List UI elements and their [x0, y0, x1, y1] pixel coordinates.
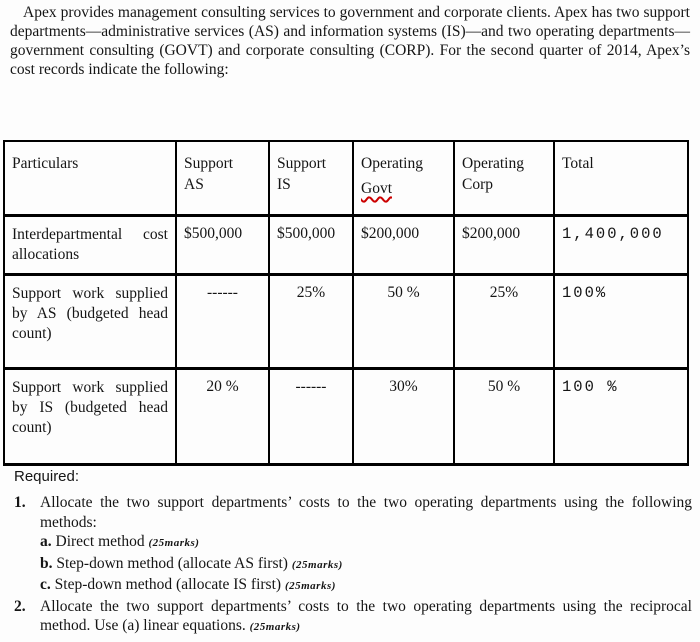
item-body: Allocate the two support departments’ co…	[40, 597, 692, 638]
subitem-marks: (25marks)	[291, 558, 343, 571]
table-cell: 1,400,000	[553, 213, 689, 275]
table-cell: ------	[268, 366, 354, 466]
subitem-letter: c.	[40, 576, 51, 593]
item-number: 2.	[14, 597, 26, 615]
table-cell: 50 %	[352, 272, 455, 369]
column-header-label: AS	[184, 176, 204, 193]
column-header-total: Total	[553, 140, 689, 216]
spellcheck-underlined-word: Govt	[361, 180, 392, 197]
subitem-marks: (25marks)	[284, 580, 336, 592]
required-subitem-c: c. Step-down method (allocate IS first) …	[40, 575, 692, 597]
subitem-letter: b.	[40, 554, 53, 572]
column-header-label: Operating	[361, 155, 423, 172]
column-header-label: Corp	[462, 176, 493, 193]
column-header-label: IS	[277, 176, 291, 193]
subitem-letter: a.	[40, 533, 52, 550]
table-row: Support work supplied by IS (budgeted he…	[3, 366, 689, 466]
table-cell: 25%	[268, 272, 354, 369]
subitem-marks: (25marks)	[148, 537, 200, 549]
column-header-label: Total	[562, 155, 594, 172]
item-marks: (25marks)	[249, 621, 301, 633]
table-row: Interdepartmental cost allocations $500,…	[3, 213, 689, 275]
required-subitem-a: a. Direct method (25marks)	[40, 532, 692, 554]
required-item-2: 2. Allocate the two support departments’…	[14, 597, 692, 638]
subitem-text: Direct method	[55, 533, 145, 550]
table-cell: $200,000	[352, 213, 455, 275]
table-cell: 20 %	[175, 366, 270, 466]
table-cell: 100%	[553, 272, 689, 369]
table-cell: 30%	[352, 366, 455, 466]
required-item-1: 1. Allocate the two support departments’…	[14, 493, 692, 597]
row-label: Support work supplied by AS (budgeted he…	[3, 272, 177, 369]
column-header-label: Operating	[462, 155, 524, 172]
table-cell: $500,000	[268, 213, 354, 275]
required-heading: Required:	[14, 468, 80, 485]
subitem-text: Step-down method (allocate AS first)	[56, 554, 288, 572]
required-subitem-b: b. Step-down method (allocate AS first) …	[40, 554, 692, 576]
table-header-row: Particulars Support AS Support IS Operat…	[3, 140, 689, 216]
cost-table: Particulars Support AS Support IS Operat…	[3, 140, 689, 466]
table-cell: $500,000	[175, 213, 270, 275]
column-header-particulars: Particulars	[3, 140, 177, 216]
item-text: Allocate the two support departments’ co…	[40, 597, 692, 635]
column-header-label: Particulars	[12, 155, 79, 172]
table-cell: 25%	[453, 272, 555, 369]
column-header-label: Support	[184, 155, 234, 172]
required-section: Required: 1. Allocate the two support de…	[14, 468, 692, 638]
column-header-label: Support	[277, 155, 327, 172]
table-cell: ------	[175, 272, 270, 369]
column-header-support-as: Support AS	[175, 140, 270, 216]
table-cell: 50 %	[453, 366, 555, 466]
table-cell: $200,000	[453, 213, 555, 275]
item-number: 1.	[14, 494, 26, 511]
column-header-operating-corp: Operating Corp	[453, 140, 555, 216]
item-text: Allocate the two support departments’ co…	[40, 494, 692, 531]
row-label: Interdepartmental cost allocations	[3, 213, 177, 275]
subitem-text: Step-down method (allocate IS first)	[54, 576, 282, 593]
table-row: Support work supplied by AS (budgeted he…	[3, 272, 689, 369]
row-label: Support work supplied by IS (budgeted he…	[3, 366, 177, 466]
column-header-operating-govt: Operating Govt	[352, 140, 455, 216]
intro-paragraph: Apex provides management consulting serv…	[10, 4, 690, 78]
item-body: Allocate the two support departments’ co…	[40, 493, 692, 597]
table-cell: 100 %	[553, 366, 689, 466]
column-header-support-is: Support IS	[268, 140, 354, 216]
